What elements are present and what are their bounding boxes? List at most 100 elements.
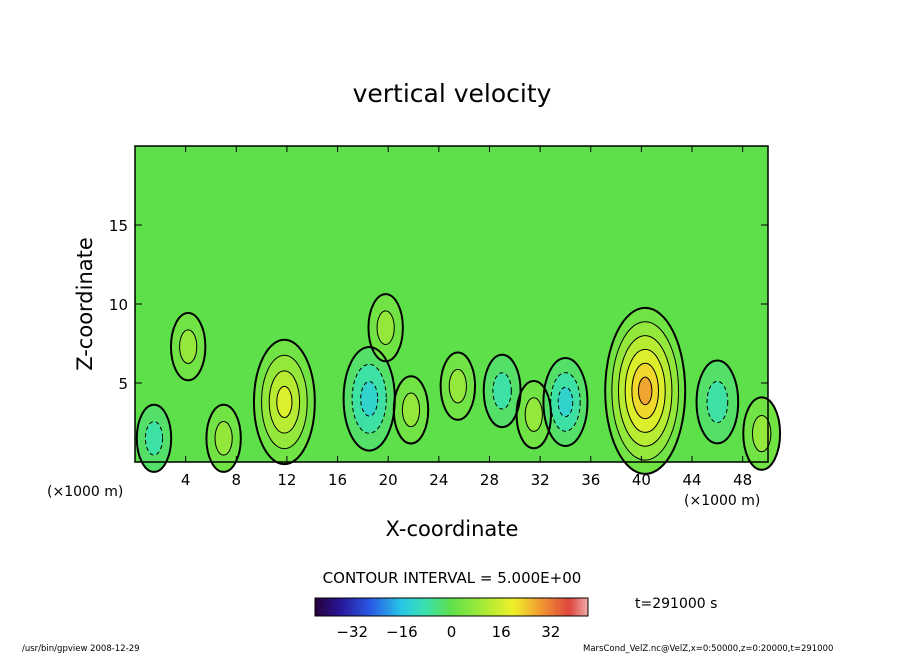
colorbar-swatch: [389, 598, 393, 616]
colorbar-swatch: [550, 598, 555, 616]
colorbar-swatch: [460, 598, 465, 616]
colorbar-swatch: [414, 598, 418, 616]
colorbar-swatch: [380, 598, 384, 616]
x-tick-label: 48: [733, 471, 752, 489]
x-tick-label: 12: [277, 471, 296, 489]
x-tick-label: 16: [328, 471, 347, 489]
colorbar-swatch: [572, 598, 576, 616]
y-tick-label: 15: [109, 217, 128, 235]
colorbar-swatch: [476, 598, 480, 616]
field-level-3-2: [360, 381, 378, 417]
colorbar-swatch: [451, 598, 455, 616]
colorbar: −32 −16 0 16 32: [314, 597, 589, 641]
field-level-5-1: [402, 393, 420, 427]
contour-8-0: [515, 380, 552, 450]
colorbar-frame: [314, 597, 589, 617]
colorbar-swatch: [529, 598, 533, 616]
x-tick-label: 36: [581, 471, 600, 489]
contour-5-1: [401, 392, 421, 428]
contour-9-1: [550, 372, 581, 432]
plot-area: [134, 145, 782, 475]
colorbar-swatch: [563, 598, 567, 616]
colorbar-swatch: [361, 598, 366, 616]
colorbar-tick-label: −16: [386, 623, 418, 641]
colorbar-swatch: [355, 598, 359, 616]
colorbar-swatch: [575, 598, 580, 616]
colorbar-swatch: [519, 598, 524, 616]
contour-6-1: [448, 368, 467, 404]
colorbar-swatch: [392, 598, 397, 616]
colorbar-swatch: [538, 598, 542, 616]
colorbar-swatch: [578, 598, 583, 616]
contour-10-3: [624, 348, 666, 433]
chart-title: vertical velocity: [353, 79, 552, 108]
contour-11-1: [706, 380, 729, 424]
colorbar-swatch: [339, 598, 344, 616]
y-tick-label: 10: [109, 296, 128, 314]
y-axis-label: Z-coordinate: [73, 237, 97, 371]
field-level-7-1: [492, 372, 512, 409]
colorbar-swatch: [569, 598, 573, 616]
colorbar-swatch: [367, 598, 372, 616]
y-axis-ticks: 5 10 15: [109, 217, 768, 393]
colorbar-swatch: [426, 598, 431, 616]
colorbar-swatch: [435, 598, 440, 616]
contour-10-1: [611, 321, 679, 461]
contour-9-0: [542, 356, 589, 447]
colorbar-tick-label: 16: [492, 623, 511, 641]
footer-left: /usr/bin/gpview 2008-12-29: [22, 644, 140, 654]
contour-8-1: [524, 397, 543, 432]
colorbar-swatch: [342, 598, 347, 616]
colorbar-swatch: [498, 598, 502, 616]
contour-2-0: [205, 403, 242, 473]
contour-7-1: [492, 372, 512, 410]
contour-12-0: [135, 403, 173, 473]
contour-13-1: [751, 414, 772, 453]
contour-10-5: [637, 376, 653, 406]
colorbar-swatch: [349, 598, 353, 616]
contour-2-1: [214, 421, 233, 456]
colorbar-swatch: [336, 598, 341, 616]
x-axis-label: X-coordinate: [386, 517, 519, 541]
colorbar-swatch: [364, 598, 369, 616]
colorbar-swatch: [330, 598, 335, 616]
contour-lines: [135, 293, 782, 475]
colorbar-swatch: [482, 598, 487, 616]
colorbar-swatch: [386, 598, 390, 616]
contour-11-0: [695, 359, 740, 445]
colorbar-swatch: [470, 598, 474, 616]
colorbar-swatch: [417, 598, 421, 616]
contour-0-2: [268, 370, 301, 434]
colorbar-swatch: [420, 598, 424, 616]
colorbar-swatch: [327, 598, 331, 616]
contour-5-0: [392, 375, 430, 445]
colorbar-swatch: [553, 598, 558, 616]
colorbar-swatch: [318, 598, 322, 616]
field-level-11-1: [706, 381, 728, 423]
contour-6-0: [439, 351, 477, 421]
colorbar-swatch: [432, 598, 437, 616]
colorbar-swatch: [463, 598, 468, 616]
colorbar-swatch: [522, 598, 527, 616]
x-axis-ticks: 4 8 12 16 20 24 28 32 36 40 44 48: [181, 146, 752, 489]
colorbar-swatch: [560, 598, 564, 616]
colorbar-swatch: [467, 598, 471, 616]
colorbar-swatch: [547, 598, 552, 616]
time-label: t=291000 s: [635, 596, 717, 612]
contour-0-1: [261, 354, 308, 450]
x-tick-label: 20: [379, 471, 398, 489]
colorbar-swatch: [581, 598, 586, 616]
colorbar-swatch: [346, 598, 350, 616]
colorbar-swatch: [373, 598, 378, 616]
colorbar-swatch: [491, 598, 496, 616]
colorbar-swatch: [398, 598, 403, 616]
colorbar-swatch: [448, 598, 452, 616]
contour-10-0: [604, 306, 687, 475]
colorbar-swatch: [404, 598, 409, 616]
colorbar-swatch: [454, 598, 459, 616]
contour-3-2: [360, 381, 379, 417]
colorbar-tick-label: 32: [541, 623, 560, 641]
contour-4-1: [376, 310, 395, 346]
colorbar-swatch: [494, 598, 499, 616]
field-level-10-5: [638, 377, 652, 405]
